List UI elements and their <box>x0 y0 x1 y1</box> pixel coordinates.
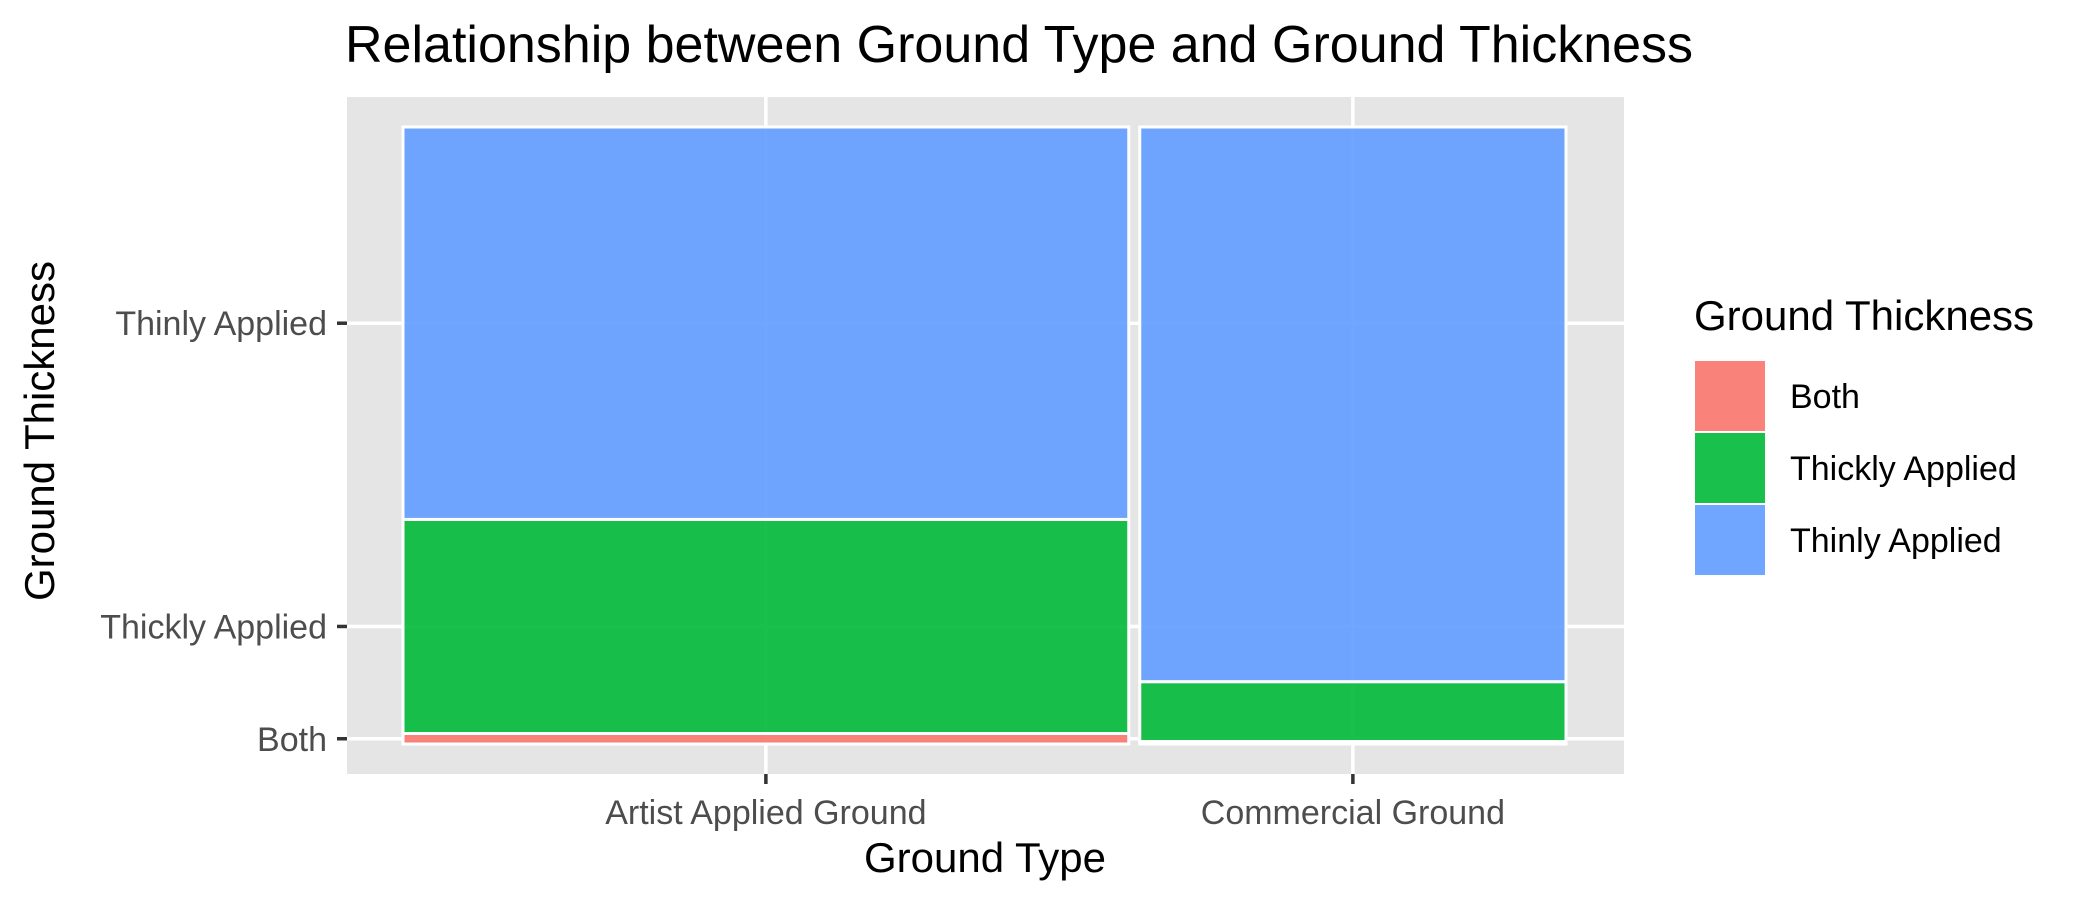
mosaic-tile-both <box>401 732 1131 746</box>
mosaic-tile-thinly-applied <box>1138 125 1568 684</box>
legend-key <box>1693 359 1767 433</box>
mosaic-tiles <box>401 125 1568 746</box>
legend: Ground Thickness Both Thickly Applied Thin… <box>1693 292 2034 577</box>
mosaic-tile-thickly-applied <box>401 517 1131 736</box>
x-tick-label: Commercial Ground <box>1201 794 1505 832</box>
y-tick-label: Both <box>257 721 327 759</box>
y-tick-label: Thinly Applied <box>115 305 327 343</box>
legend-key <box>1693 431 1767 505</box>
legend-title: Ground Thickness <box>1694 292 2034 339</box>
x-axis-title: Ground Type <box>864 834 1106 881</box>
mosaic-tile-thickly-applied <box>1138 680 1568 744</box>
y-axis-title: Ground Thickness <box>16 261 63 601</box>
x-tick-label: Artist Applied Ground <box>605 794 926 832</box>
legend-label: Both <box>1790 378 1860 416</box>
y-tick-label: Thickly Applied <box>100 608 327 646</box>
chart-title: Relationship between Ground Type and Gro… <box>345 16 1693 74</box>
legend-label: Thinly Applied <box>1790 522 2002 560</box>
legend-label: Thickly Applied <box>1790 450 2017 488</box>
mosaic-tile-thinly-applied <box>401 125 1131 521</box>
axes: Artist Applied Ground Commercial Ground Bo… <box>100 305 1505 832</box>
legend-key <box>1693 503 1767 577</box>
